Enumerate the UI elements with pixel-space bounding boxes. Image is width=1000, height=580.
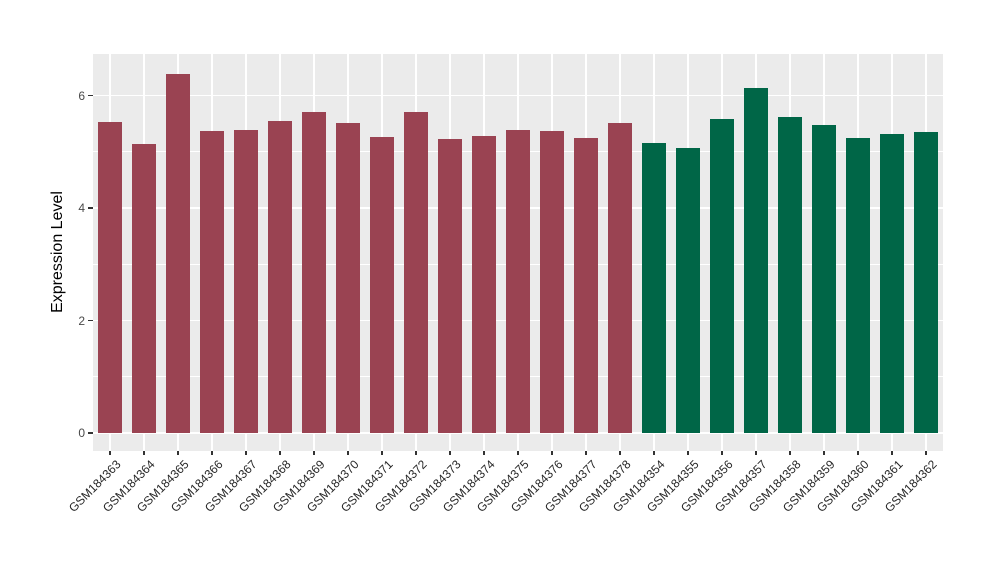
- bar: [404, 111, 428, 433]
- bar: [234, 130, 258, 433]
- x-axis-tick: [449, 451, 451, 455]
- bar: [472, 136, 496, 433]
- y-tick-label: 0: [78, 426, 85, 440]
- bar: [880, 133, 904, 433]
- bar: [268, 120, 292, 433]
- x-axis-tick: [347, 451, 349, 455]
- x-axis-tick: [415, 451, 417, 455]
- x-axis-tick: [109, 451, 111, 455]
- y-axis-tick: [88, 207, 93, 209]
- bar: [846, 138, 870, 433]
- x-axis-tick: [177, 451, 179, 455]
- bar: [778, 116, 802, 433]
- bar: [132, 144, 156, 433]
- bar: [438, 138, 462, 433]
- bar: [676, 148, 700, 433]
- bar: [506, 129, 530, 433]
- x-axis-tick: [279, 451, 281, 455]
- bar: [540, 130, 564, 433]
- y-axis-tick: [88, 94, 93, 97]
- x-axis-tick: [891, 451, 893, 455]
- x-axis-tick: [653, 451, 655, 455]
- x-axis-tick: [755, 451, 757, 455]
- bar: [914, 132, 938, 433]
- bar: [710, 119, 734, 433]
- x-axis-tick: [687, 451, 689, 455]
- x-axis-tick: [245, 451, 247, 455]
- bar: [302, 111, 326, 433]
- bar: [812, 125, 836, 433]
- x-axis-tick: [211, 451, 213, 455]
- bar: [200, 130, 224, 433]
- bar: [166, 74, 190, 433]
- bar: [608, 123, 632, 433]
- bar: [98, 121, 122, 433]
- bar: [574, 138, 598, 433]
- gridline-major-y: [93, 432, 943, 434]
- x-axis-tick: [551, 451, 553, 455]
- x-axis-tick: [823, 451, 825, 455]
- x-axis-tick: [721, 451, 723, 455]
- x-axis-tick: [381, 451, 383, 455]
- bar: [744, 88, 768, 433]
- plot-panel: [93, 54, 943, 451]
- bar: [642, 143, 666, 433]
- x-axis-tick: [789, 451, 791, 455]
- x-axis-tick: [857, 451, 859, 455]
- x-axis-tick: [585, 451, 587, 455]
- y-axis-tick: [88, 319, 93, 322]
- x-axis-tick: [143, 451, 145, 455]
- x-axis-tick: [313, 451, 315, 455]
- x-axis-tick: [925, 451, 927, 455]
- y-tick-label: 6: [78, 88, 85, 103]
- y-axis-tick: [88, 432, 93, 434]
- y-tick-label: 4: [78, 201, 85, 215]
- x-axis-tick: [483, 451, 485, 455]
- x-axis-tick: [517, 451, 519, 455]
- bar: [336, 123, 360, 433]
- x-axis-tick: [619, 451, 621, 455]
- gridline-major-y: [93, 94, 943, 97]
- y-tick-label: 2: [78, 313, 85, 328]
- bar: [370, 137, 394, 433]
